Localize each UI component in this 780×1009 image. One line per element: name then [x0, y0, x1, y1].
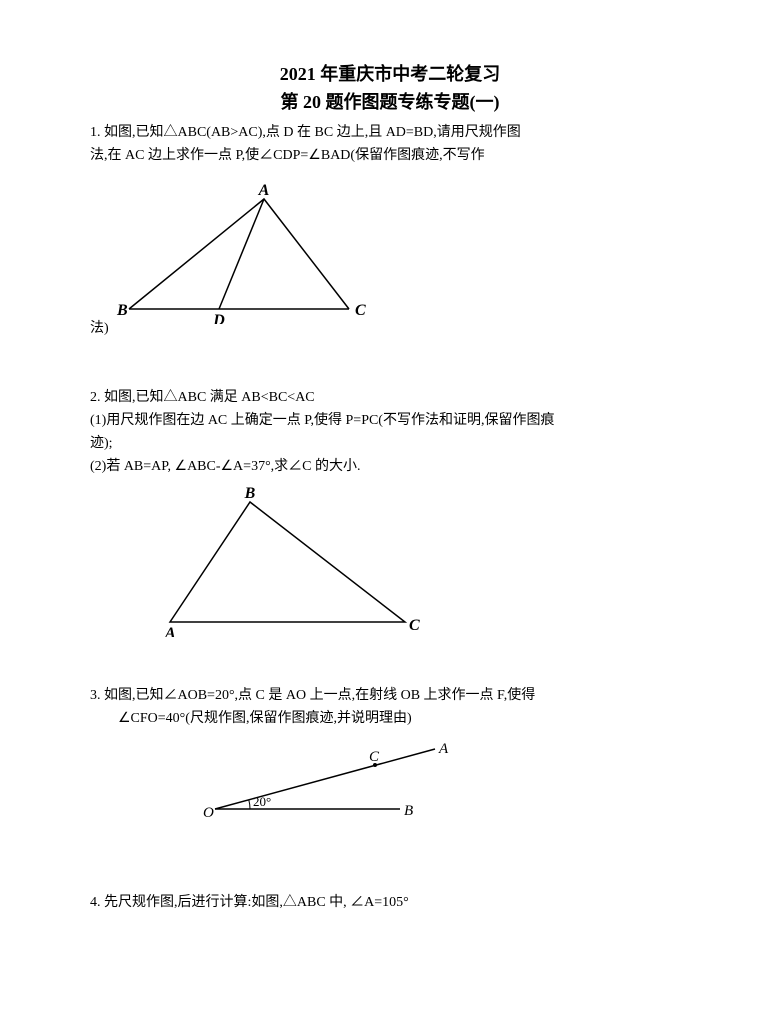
svg-text:B: B: [244, 487, 256, 502]
question-4: 4. 先尺规作图,后进行计算:如图,△ABC 中, ∠A=105°: [90, 892, 690, 913]
svg-text:O: O: [203, 805, 214, 821]
q4-number: 4.: [90, 895, 101, 910]
svg-text:C: C: [369, 749, 380, 765]
q3-number: 3.: [90, 688, 101, 703]
svg-text:B: B: [116, 302, 128, 319]
q1-trailing: 法): [90, 317, 109, 337]
q2-line2: (1)用尺规作图在边 AC 上确定一点 P,使得 P=PC(不写作法和证明,保留…: [90, 410, 690, 431]
svg-text:A: A: [438, 741, 449, 757]
q2-line3: 迹);: [90, 433, 690, 454]
title-line-1: 2021 年重庆市中考二轮复习: [90, 60, 690, 86]
q3-line2: ∠CFO=40°(尺规作图,保留作图痕迹,并说明理由): [90, 708, 690, 729]
q2-text1: 如图,已知△ABC 满足 AB<BC<AC: [104, 390, 315, 405]
q1-line2: 法,在 AC 边上求作一点 P,使∠CDP=∠BAD(保留作图痕迹,不写作: [90, 145, 690, 166]
question-2: 2. 如图,已知△ABC 满足 AB<BC<AC (1)用尺规作图在边 AC 上…: [90, 387, 690, 477]
question-3: 3. 如图,已知∠AOB=20°,点 C 是 AO 上一点,在射线 OB 上求作…: [90, 685, 690, 729]
q1-number: 1.: [90, 125, 101, 140]
q1-text1: 如图,已知△ABC(AB>AC),点 D 在 BC 边上,且 AD=BD,请用尺…: [104, 125, 521, 140]
q4-text1: 先尺规作图,后进行计算:如图,△ABC 中, ∠A=105°: [104, 895, 409, 910]
q4-line1: 4. 先尺规作图,后进行计算:如图,△ABC 中, ∠A=105°: [90, 892, 690, 913]
q1-line1: 1. 如图,已知△ABC(AB>AC),点 D 在 BC 边上,且 AD=BD,…: [90, 122, 690, 143]
q3-line1: 3. 如图,已知∠AOB=20°,点 C 是 AO 上一点,在射线 OB 上求作…: [90, 685, 690, 706]
svg-text:C: C: [355, 302, 366, 319]
q3-text1: 如图,已知∠AOB=20°,点 C 是 AO 上一点,在射线 OB 上求作一点 …: [104, 688, 535, 703]
q2-line1: 2. 如图,已知△ABC 满足 AB<BC<AC: [90, 387, 690, 408]
q2-number: 2.: [90, 390, 101, 405]
q2-figure: B A C: [150, 487, 690, 642]
svg-text:B: B: [404, 803, 413, 819]
svg-text:D: D: [212, 312, 225, 324]
q2-line4: (2)若 AB=AP, ∠ABC-∠A=37°,求∠C 的大小.: [90, 456, 690, 477]
title-line-2: 第 20 题作图题专练专题(一): [90, 88, 690, 114]
q1-figure: A B D C: [109, 184, 379, 329]
question-1: 1. 如图,已知△ABC(AB>AC),点 D 在 BC 边上,且 AD=BD,…: [90, 122, 690, 166]
svg-text:20°: 20°: [253, 794, 271, 809]
svg-text:A: A: [164, 625, 176, 637]
q3-figure: O A B C 20°: [200, 739, 690, 834]
svg-text:A: A: [257, 184, 269, 199]
svg-text:C: C: [409, 617, 420, 634]
